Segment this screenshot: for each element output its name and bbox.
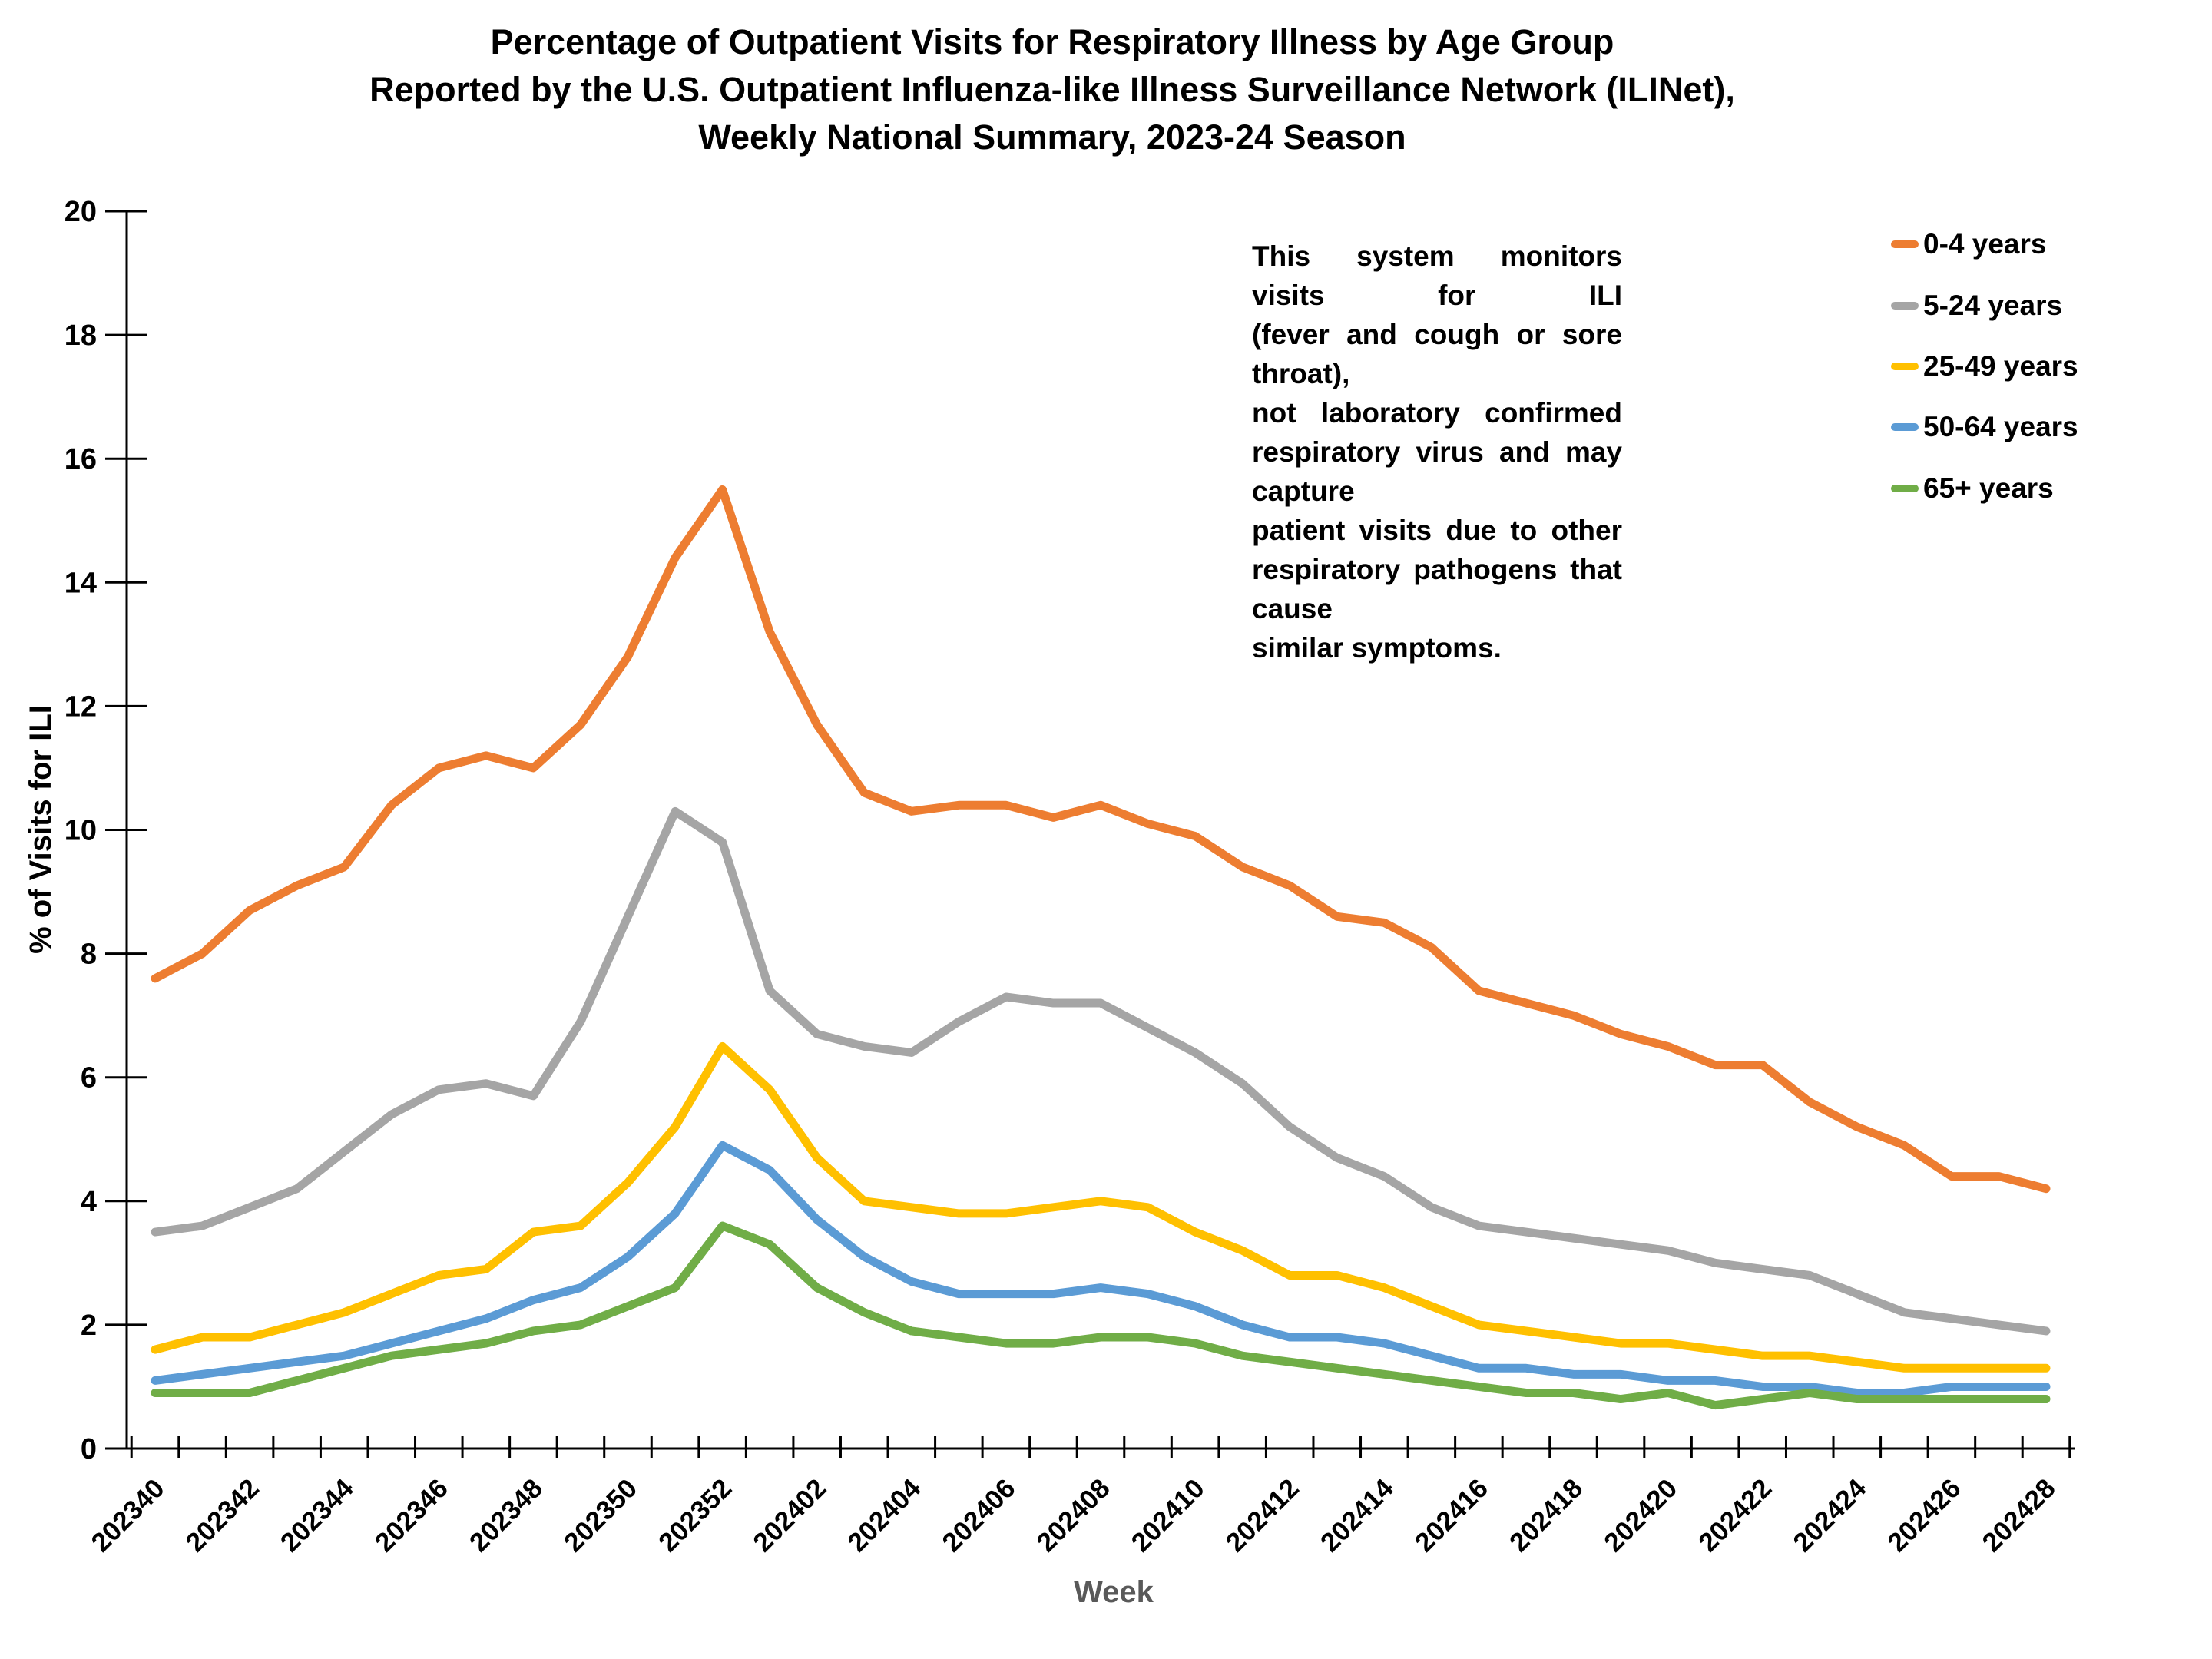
- y-tick-label: 8: [81, 939, 97, 971]
- series-line-25-49-years: [151, 1041, 2051, 1373]
- x-tick-label: 202420: [1598, 1473, 1683, 1558]
- y-tick-label: 4: [81, 1186, 97, 1218]
- legend-item-25-49-years: 25-49 years: [1891, 350, 2078, 382]
- y-tick-label: 18: [65, 320, 97, 352]
- legend-swatch-icon: [1891, 363, 1919, 370]
- y-tick-label: 10: [65, 815, 97, 847]
- x-tick-label: 202342: [180, 1473, 265, 1558]
- annotation-line: This system monitors visits for ILI: [1252, 240, 1622, 311]
- x-axis-title: Week: [1074, 1575, 1154, 1609]
- y-tick-label: 0: [81, 1433, 97, 1465]
- x-tick-label: 202410: [1126, 1473, 1210, 1558]
- series-line-50-64-years: [151, 1141, 2051, 1398]
- x-tick-label: 202408: [1031, 1473, 1115, 1558]
- series-line-5-24-years: [151, 806, 2051, 1336]
- annotation-line: not laboratory confirmed: [1252, 397, 1622, 429]
- y-tick-label: 20: [65, 196, 97, 228]
- legend-swatch-icon: [1891, 485, 1919, 492]
- annotation-line: similar symptoms.: [1252, 632, 1502, 664]
- x-tick-label: 202422: [1693, 1473, 1777, 1558]
- annotation-text: This system monitors visits for ILI (feve…: [1252, 237, 1622, 667]
- legend-swatch-icon: [1891, 240, 1919, 248]
- legend-item-65-years: 65+ years: [1891, 472, 2054, 505]
- x-tick-label: 202416: [1409, 1473, 1494, 1558]
- x-tick-label: 202350: [558, 1473, 643, 1558]
- chart-title-line3: Weekly National Summary, 2023-24 Season: [698, 118, 1406, 157]
- x-tick-label: 202418: [1504, 1473, 1588, 1558]
- legend-swatch-icon: [1891, 423, 1919, 431]
- legend-item-0-4-years: 0-4 years: [1891, 228, 2046, 260]
- annotation-line: respiratory virus and may capture: [1252, 436, 1622, 507]
- y-tick-label: 12: [65, 690, 97, 723]
- y-axis-title: % of Visits for ILI: [24, 705, 58, 954]
- annotation-line: (fever and cough or sore throat),: [1252, 319, 1622, 389]
- chart-title-line2: Reported by the U.S. Outpatient Influenz…: [369, 70, 1735, 109]
- y-tick-label: 6: [81, 1062, 97, 1094]
- x-tick-label: 202352: [653, 1473, 737, 1558]
- x-tick-label: 202428: [1976, 1473, 2061, 1558]
- y-tick-label: 16: [65, 443, 97, 475]
- legend-label: 5-24 years: [1923, 290, 2063, 321]
- annotation-line: respiratory pathogens that cause: [1252, 554, 1622, 624]
- legend-label: 25-49 years: [1923, 350, 2078, 382]
- legend-label: 65+ years: [1923, 472, 2054, 504]
- x-tick-label: 202348: [464, 1473, 548, 1558]
- legend-label: 50-64 years: [1923, 411, 2078, 442]
- x-tick-label: 202414: [1315, 1473, 1400, 1558]
- x-tick-label: 202424: [1787, 1473, 1873, 1558]
- chart-title-line1: Percentage of Outpatient Visits for Resp…: [490, 22, 1614, 61]
- chart-title: Percentage of Outpatient Visits for Resp…: [0, 18, 2104, 161]
- x-tick-label: 202346: [369, 1473, 454, 1558]
- series-line-65-years: [151, 1221, 2051, 1410]
- x-tick-label: 202402: [747, 1473, 832, 1558]
- legend-swatch-icon: [1891, 302, 1919, 310]
- x-tick-label: 202340: [85, 1473, 170, 1558]
- x-tick-label: 202426: [1882, 1473, 1966, 1558]
- series-line-0-4-years: [151, 485, 2051, 1194]
- legend-item-5-24-years: 5-24 years: [1891, 290, 2062, 322]
- legend-item-50-64-years: 50-64 years: [1891, 411, 2078, 443]
- annotation-line: patient visits due to other: [1252, 515, 1622, 546]
- x-tick-label: 202404: [842, 1473, 927, 1558]
- x-tick-label: 202412: [1220, 1473, 1305, 1558]
- y-tick-label: 2: [81, 1310, 97, 1342]
- y-tick-label: 14: [65, 567, 97, 599]
- x-tick-label: 202344: [275, 1473, 360, 1558]
- x-tick-label: 202406: [936, 1473, 1021, 1558]
- legend-label: 0-4 years: [1923, 228, 2047, 260]
